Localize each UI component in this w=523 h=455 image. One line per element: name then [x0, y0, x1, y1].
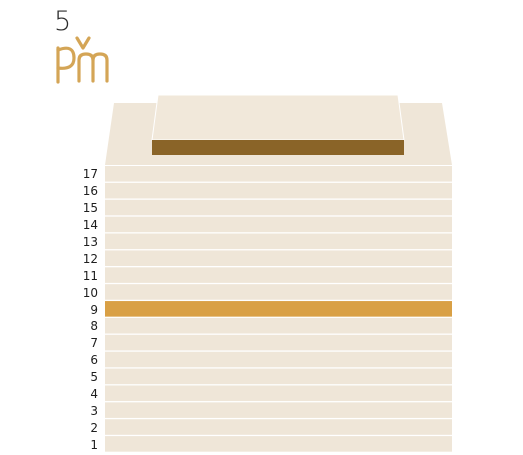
floor-label: 16 [82, 184, 98, 199]
floor-15[interactable] [105, 199, 452, 216]
floor-16[interactable] [105, 182, 452, 199]
floor-label: 8 [90, 319, 98, 334]
floor-label: 4 [90, 386, 98, 401]
roof-band [152, 140, 404, 155]
floor-label: 14 [82, 218, 98, 233]
penthouse-block [151, 94, 405, 141]
floor-label: 9 [90, 302, 98, 317]
floor-13[interactable] [105, 233, 452, 250]
floor-12[interactable] [105, 250, 452, 266]
floor-label: 10 [82, 285, 98, 300]
floor-10[interactable] [105, 284, 452, 300]
floor-label: 17 [82, 167, 98, 182]
floor-17[interactable] [105, 166, 452, 182]
floor-6[interactable] [105, 351, 452, 368]
floors [105, 166, 452, 452]
floor-label: 1 [90, 437, 98, 452]
logo-number: 5 [54, 6, 72, 37]
brand-logo: 5 [54, 6, 124, 88]
floor-label: 15 [82, 201, 98, 216]
floor-label: 5 [90, 370, 98, 385]
floor-label: 12 [82, 251, 98, 266]
floor-label: 13 [82, 234, 98, 249]
logo-letters-pvm [56, 36, 109, 84]
floor-8[interactable] [105, 317, 452, 334]
floor-2[interactable] [105, 419, 452, 435]
floor-label: 6 [90, 353, 98, 368]
floor-highlighted[interactable] [105, 301, 452, 317]
floor-1[interactable] [105, 436, 452, 452]
floor-label: 2 [90, 420, 98, 435]
floor-11[interactable] [105, 267, 452, 283]
floor-14[interactable] [105, 216, 452, 233]
floor-label: 7 [90, 336, 98, 351]
floor-label: 11 [82, 268, 98, 283]
floor-5[interactable] [105, 368, 452, 385]
floor-7[interactable] [105, 334, 452, 351]
floor-label: 3 [90, 403, 98, 418]
floor-4[interactable] [105, 385, 452, 402]
floor-3[interactable] [105, 402, 452, 418]
